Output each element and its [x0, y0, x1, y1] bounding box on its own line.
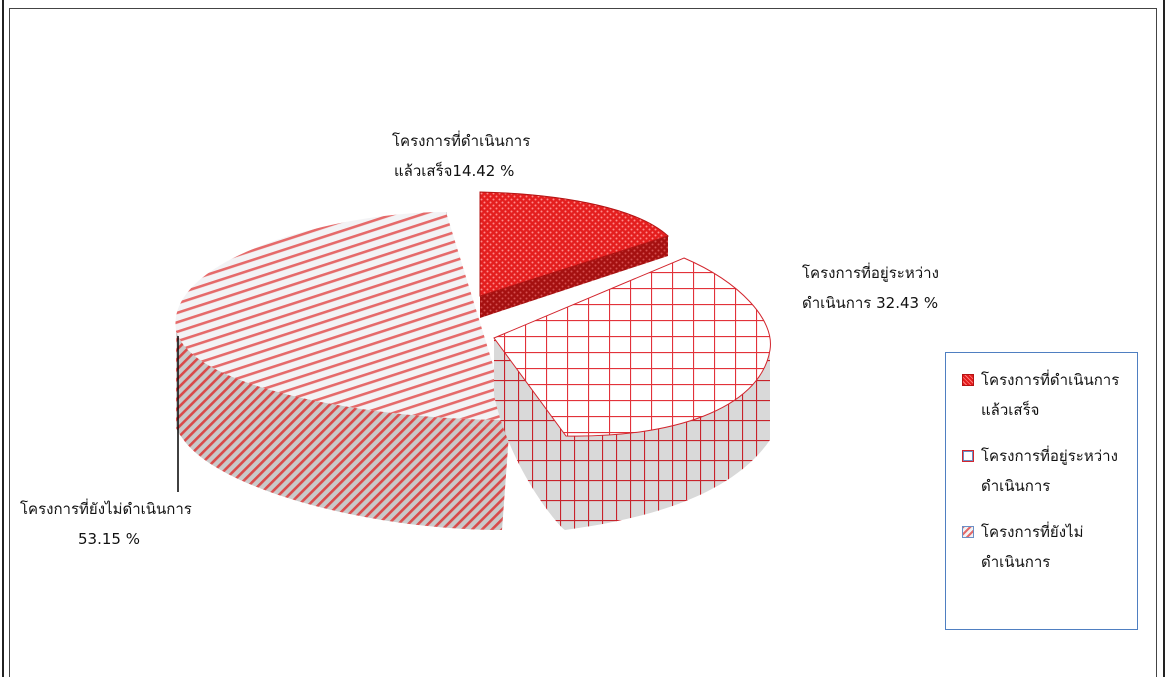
pie-slice-in-progress-side [494, 338, 770, 530]
legend-swatch-in-progress [962, 450, 974, 462]
data-label-not-started-line2: 53.15 % [78, 530, 140, 548]
data-label-completed-line2: แล้วเสร็จ14.42 % [394, 162, 515, 180]
data-label-completed: โครงการที่ดำเนินการ แล้วเสร็จ14.42 % [392, 126, 530, 186]
pie-slice-in-progress-top [493, 257, 771, 437]
legend-label-not-started-line1: โครงการที่ยังไม่ [981, 523, 1084, 541]
legend-label-completed-line1: โครงการที่ดำเนินการ [981, 371, 1120, 389]
frame-border-top [9, 8, 1157, 9]
frame-border-right-outer [1163, 0, 1165, 677]
pie-slice-in-progress [493, 257, 771, 530]
legend-swatch-not-started [962, 526, 974, 538]
frame-border-right-inner [1156, 8, 1157, 677]
pie-slice-completed [479, 191, 669, 318]
data-label-not-started-line1: โครงการที่ยังไม่ดำเนินการ [20, 500, 192, 518]
data-label-in-progress-line1: โครงการที่อยู่ระหว่าง [802, 264, 939, 282]
frame-border-left-inner [9, 8, 10, 677]
frame-border-left-outer [2, 0, 4, 677]
pie-slice-completed-top [479, 191, 669, 297]
data-label-not-started: โครงการที่ยังไม่ดำเนินการ 53.15 % [20, 494, 192, 554]
pie-slice-not-started-front [176, 330, 510, 530]
pie-slice-not-started-top [175, 212, 510, 420]
data-label-in-progress: โครงการที่อยู่ระหว่าง ดำเนินการ 32.43 % [802, 258, 939, 318]
data-label-completed-line1: โครงการที่ดำเนินการ [392, 132, 531, 150]
legend-label-in-progress-line1: โครงการที่อยู่ระหว่าง [981, 447, 1118, 465]
data-label-in-progress-line2: ดำเนินการ 32.43 % [802, 294, 939, 312]
legend-label-not-started-line2: ดำเนินการ [981, 553, 1051, 571]
pie-slice-not-started [175, 212, 510, 530]
legend-swatch-completed [962, 374, 974, 386]
legend-label-completed-line2: แล้วเสร็จ [981, 401, 1040, 419]
legend-label-in-progress-line2: ดำเนินการ [981, 477, 1051, 495]
pie-slice-completed-side [480, 236, 668, 318]
chart-legend: โครงการที่ดำเนินการ แล้วเสร็จ โครงการที่… [945, 352, 1138, 630]
